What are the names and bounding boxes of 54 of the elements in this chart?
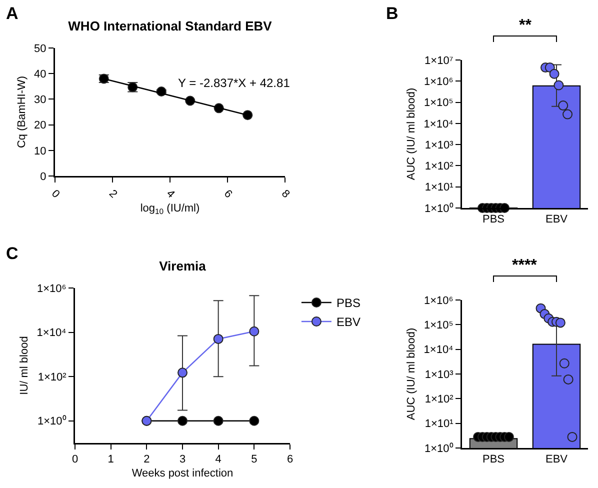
annotation: Y = -2.837*X + 42.81 [178,76,290,90]
x-tick-label: 0 [72,454,78,466]
chart-title: Viremia [159,258,207,274]
y-tick-label: 1×10⁰ [38,414,66,428]
x-tick-label: 1 [108,454,114,466]
y-axis-title: Cq (BamHI-W) [16,76,28,148]
y-tick-label: 1×10⁶ [424,76,454,88]
y-tick-label: 1×10² [38,371,67,384]
y-tick-label: 1×10⁶ [424,294,454,307]
y-tick-label: 1×10⁴ [424,118,454,130]
x-tick-label: 5 [251,454,258,466]
y-tick-label: 20 [34,120,46,132]
x-axis-title: Weeks post infection [132,468,234,480]
x-tick-label: PBS [482,454,505,466]
y-tick-label: 1×10² [424,160,454,173]
y-axis-title: AUC (IU/ ml blood) [406,328,418,420]
y-tick-label: 1×10¹ [424,418,454,430]
y-tick-label: 1×10⁷ [424,54,454,67]
y-tick-label: 1×10² [424,394,454,406]
x-tick-label: EBV [545,454,568,466]
y-tick-label: 30 [34,94,46,106]
x-tick-label: 3 [179,454,186,466]
y-tick-label: 1×10⁴ [424,344,454,356]
y-tick-label: 1×10³ [424,139,454,152]
x-tick-label: 6 [286,454,294,466]
y-tick-label: 0 [40,170,46,183]
x-tick-label: 8 [278,188,292,201]
text: **** [512,257,538,274]
y-tick-label: 1×10³ [424,368,454,381]
y-axis-title: AUC (IU/ ml blood) [406,88,418,180]
x-tick-label: 2 [144,454,150,466]
text: ** [519,17,532,34]
y-tick-label: 1×10⁶ [36,282,66,295]
y-tick-label: 1×10⁰ [424,442,454,455]
legend-label: EBV [336,315,360,330]
y-tick-label: 1×10⁵ [424,97,454,110]
x-tick-label: 4 [215,454,222,466]
text: B [386,4,398,23]
chart-title: WHO International Standard EBV [68,18,272,34]
legend-label: PBS [336,296,360,310]
y-tick-label: 10 [34,145,46,158]
x-axis-title: log$_{10}$ (IU/ml) [140,202,200,216]
text: C [6,244,18,263]
y-tick-label: 40 [34,68,46,80]
x-tick-label: 4 [164,188,177,201]
y-tick-label: 1×10⁰ [424,202,454,215]
y-axis-title: IU/ ml blood [18,336,31,395]
y-tick-label: 1×10⁵ [424,320,454,332]
x-tick-label: 6 [221,188,234,201]
y-tick-label: 1×10¹ [424,182,454,194]
x-tick-label: 2 [106,188,120,201]
y-tick-label: 50 [34,42,46,55]
y-tick-label: 1×10⁴ [36,327,67,340]
text: A [6,4,18,23]
